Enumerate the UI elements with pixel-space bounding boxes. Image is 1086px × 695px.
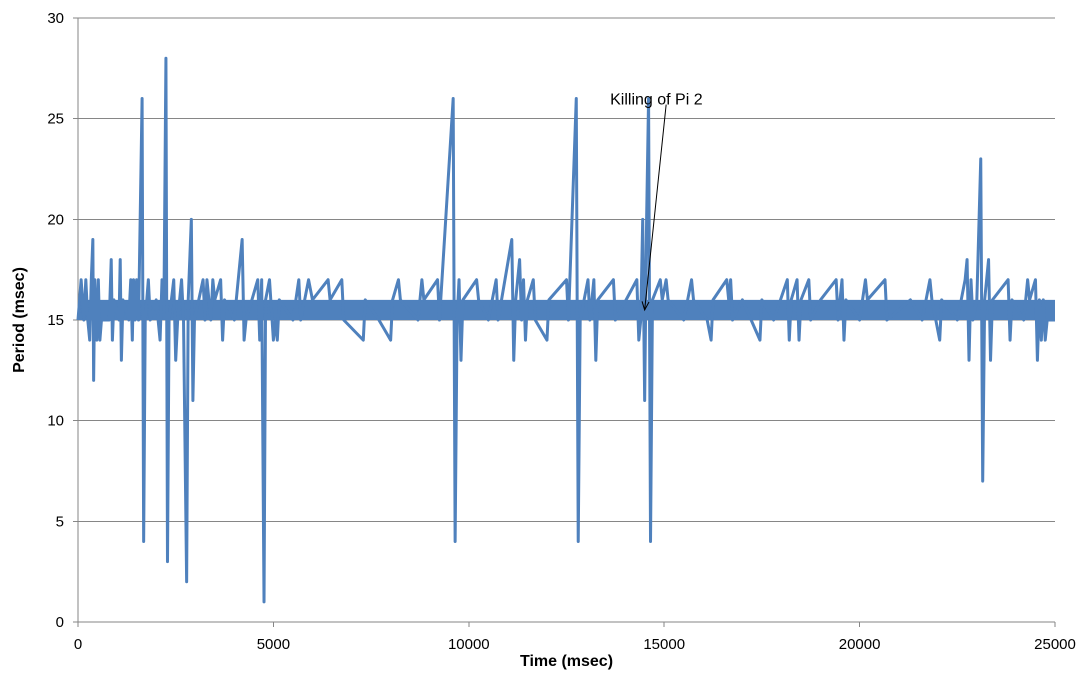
y-tick-label: 15 [47, 312, 64, 329]
x-tick-label: 10000 [448, 636, 490, 653]
series-layer [76, 56, 1055, 604]
y-tick-label: 25 [47, 111, 64, 128]
annotation: Killing of Pi 2 [610, 92, 703, 312]
annotation-arrow [644, 104, 667, 310]
y-tick-label: 20 [47, 211, 64, 228]
x-tick-label: 15000 [643, 636, 685, 653]
x-tick-label: 5000 [257, 636, 290, 653]
y-tick-label: 0 [56, 614, 64, 631]
x-tick-label: 0 [74, 636, 82, 653]
axes [73, 17, 1056, 627]
x-axis-title: Time (msec) [520, 653, 613, 670]
y-tick-label: 10 [47, 413, 64, 430]
y-tick-label: 5 [56, 513, 64, 530]
annotation-arrowhead [641, 301, 650, 312]
y-tick-label: 30 [47, 10, 64, 27]
grid-lines [78, 17, 1055, 522]
x-tick-labels: 0 5000 10000 15000 20000 25000 [74, 636, 1076, 653]
y-axis-title: Period (msec) [11, 267, 28, 373]
x-tick-label: 20000 [839, 636, 881, 653]
series-line-0 [76, 56, 1055, 604]
y-tick-labels: 0 5 10 15 20 25 30 [47, 10, 64, 631]
annotation-text: Killing of Pi 2 [610, 92, 703, 109]
x-tick-label: 25000 [1034, 636, 1076, 653]
